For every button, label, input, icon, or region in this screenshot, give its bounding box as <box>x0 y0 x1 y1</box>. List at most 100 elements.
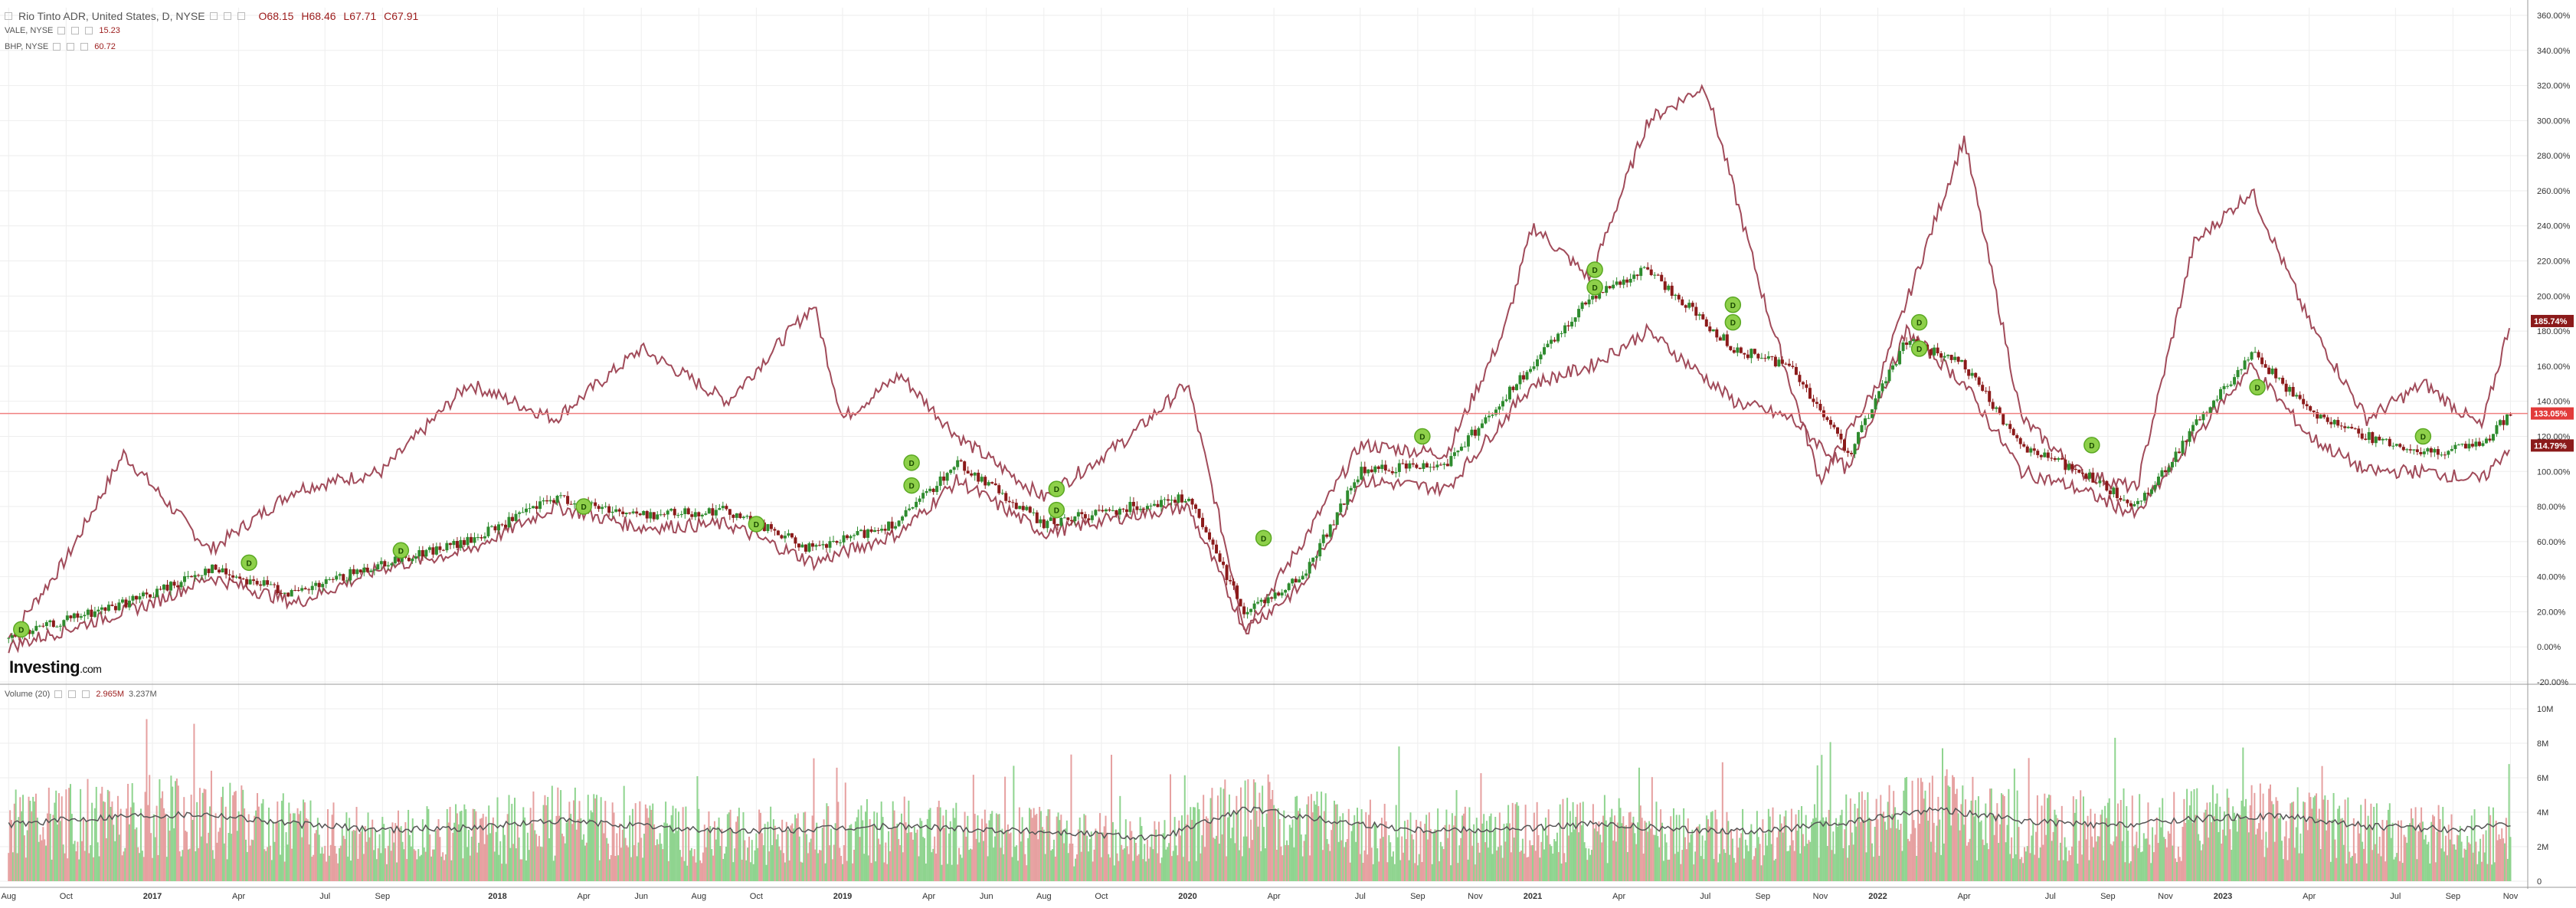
dividend-marker-circle <box>748 516 765 533</box>
close-icon[interactable] <box>85 27 93 34</box>
volume-bar <box>1336 804 1338 881</box>
candle-body <box>2039 454 2043 457</box>
volume-bar <box>262 798 264 881</box>
candle-body <box>859 529 863 532</box>
candle <box>113 603 117 614</box>
volume-bar <box>419 856 421 881</box>
candle <box>918 495 921 505</box>
candle-body <box>2060 457 2064 460</box>
candle-body <box>303 588 307 590</box>
volume-bar <box>734 848 736 881</box>
volume-bar <box>1251 840 1253 881</box>
volume-bar <box>1034 815 1036 881</box>
candle-body <box>528 508 532 510</box>
candle <box>362 563 366 577</box>
candle-body <box>2291 386 2295 397</box>
volume-bar <box>1579 802 1581 881</box>
visibility-icon[interactable] <box>68 690 77 698</box>
settings-icon[interactable] <box>209 12 218 20</box>
investing-logo[interactable]: Investing.com <box>9 657 102 677</box>
visibility-icon[interactable] <box>223 12 231 20</box>
volume-bar <box>1111 821 1114 881</box>
volume-bar <box>385 848 387 881</box>
candle <box>824 543 828 553</box>
volume-bar <box>2123 788 2125 881</box>
candle-body <box>1656 274 1660 276</box>
volume-bar <box>1792 840 1794 881</box>
candle-body <box>1739 347 1743 353</box>
candle <box>1452 447 1456 460</box>
volume-bar <box>22 795 25 881</box>
collapse-icon[interactable] <box>5 12 12 20</box>
close-icon[interactable] <box>237 12 245 20</box>
volume-bar <box>195 851 197 881</box>
candle-body <box>1832 424 1836 428</box>
volume-bar <box>334 845 336 881</box>
volume-bar <box>299 811 302 881</box>
candle <box>2484 437 2488 444</box>
vale-symbol: VALE, NYSE <box>5 26 54 35</box>
candle-body <box>790 533 794 538</box>
close-icon[interactable] <box>82 690 90 698</box>
candle-body <box>607 506 611 513</box>
candle <box>1335 512 1339 526</box>
close-icon[interactable] <box>80 43 89 51</box>
dividend-marker-circle <box>1724 297 1742 313</box>
volume-bar <box>1939 819 1941 881</box>
candle <box>2039 454 2043 461</box>
settings-icon[interactable] <box>57 27 66 34</box>
volume-bar <box>1234 843 1236 881</box>
volume-bar <box>1054 856 1056 881</box>
candle-body <box>290 590 293 597</box>
volume-bar <box>2324 795 2326 881</box>
volume-bar <box>666 823 668 881</box>
candle <box>1743 352 1746 359</box>
price-tag-bg <box>2531 314 2574 327</box>
candle-body <box>466 536 470 546</box>
volume-bar <box>575 829 578 881</box>
volume-bar <box>1301 856 1304 881</box>
candle-body <box>1287 583 1291 591</box>
settings-icon[interactable] <box>54 690 63 698</box>
volume-bar <box>8 853 10 881</box>
volume-value-2: 3.237M <box>129 690 157 699</box>
candle-body <box>973 472 977 476</box>
candle-body <box>773 529 777 531</box>
dividend-marker-label: D <box>754 521 759 529</box>
volume-bar <box>1113 865 1115 881</box>
visibility-icon[interactable] <box>67 43 75 51</box>
volume-bar <box>967 815 969 881</box>
candle <box>1459 443 1463 451</box>
volume-bar <box>1838 822 1840 881</box>
volume-bar <box>2182 827 2184 881</box>
volume-bar <box>381 817 384 881</box>
candle <box>1766 351 1770 361</box>
volume-bar <box>2022 863 2024 881</box>
candle <box>2160 467 2164 478</box>
volume-bar <box>2400 820 2402 881</box>
candle-body <box>621 511 625 514</box>
candle-body <box>518 512 522 514</box>
volume-bar <box>1660 809 1662 881</box>
volume-bar <box>2480 861 2483 881</box>
volume-bar <box>808 842 810 881</box>
volume-bar <box>2329 861 2332 881</box>
candle <box>1515 383 1518 391</box>
volume-bar <box>692 856 694 881</box>
dividend-marker-label: D <box>1592 284 1597 293</box>
volume-bar <box>675 808 677 881</box>
volume-bar <box>524 817 526 881</box>
candle <box>1939 351 1943 362</box>
volume-bar <box>1139 817 1141 881</box>
candle <box>990 481 994 485</box>
volume-bar <box>303 799 305 881</box>
settings-icon[interactable] <box>53 43 61 51</box>
volume-bar <box>2154 834 2156 881</box>
volume-bar <box>1223 788 1225 881</box>
volume-bar <box>1067 853 1069 881</box>
visibility-icon[interactable] <box>71 27 80 34</box>
volume-bar <box>275 821 277 881</box>
volume-label: Volume (20) <box>5 690 51 699</box>
volume-bar <box>1483 814 1485 881</box>
